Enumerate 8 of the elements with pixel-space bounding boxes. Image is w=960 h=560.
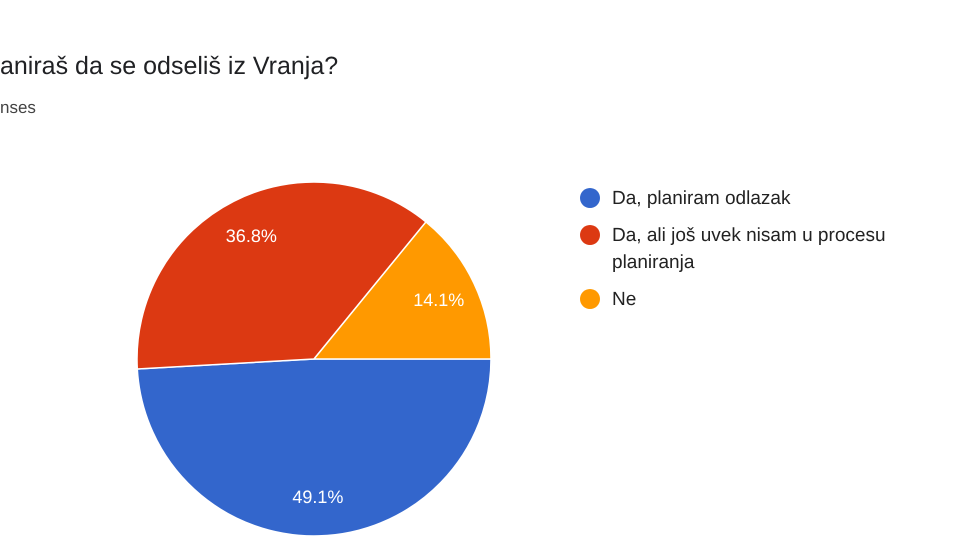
legend-label: Ne [612, 288, 636, 310]
data-label: 14.1% [413, 290, 464, 310]
chart-title: aniraš da se odseliš iz Vranja? [0, 52, 338, 80]
data-label: 49.1% [292, 487, 344, 508]
data-label: 36.8% [226, 226, 277, 246]
legend-label: Da, ali još uvek nisam u procesu planiranja [612, 224, 886, 272]
chart-subtitle: nses [0, 98, 36, 117]
legend-label: Da, planiram odlazak [612, 188, 791, 208]
